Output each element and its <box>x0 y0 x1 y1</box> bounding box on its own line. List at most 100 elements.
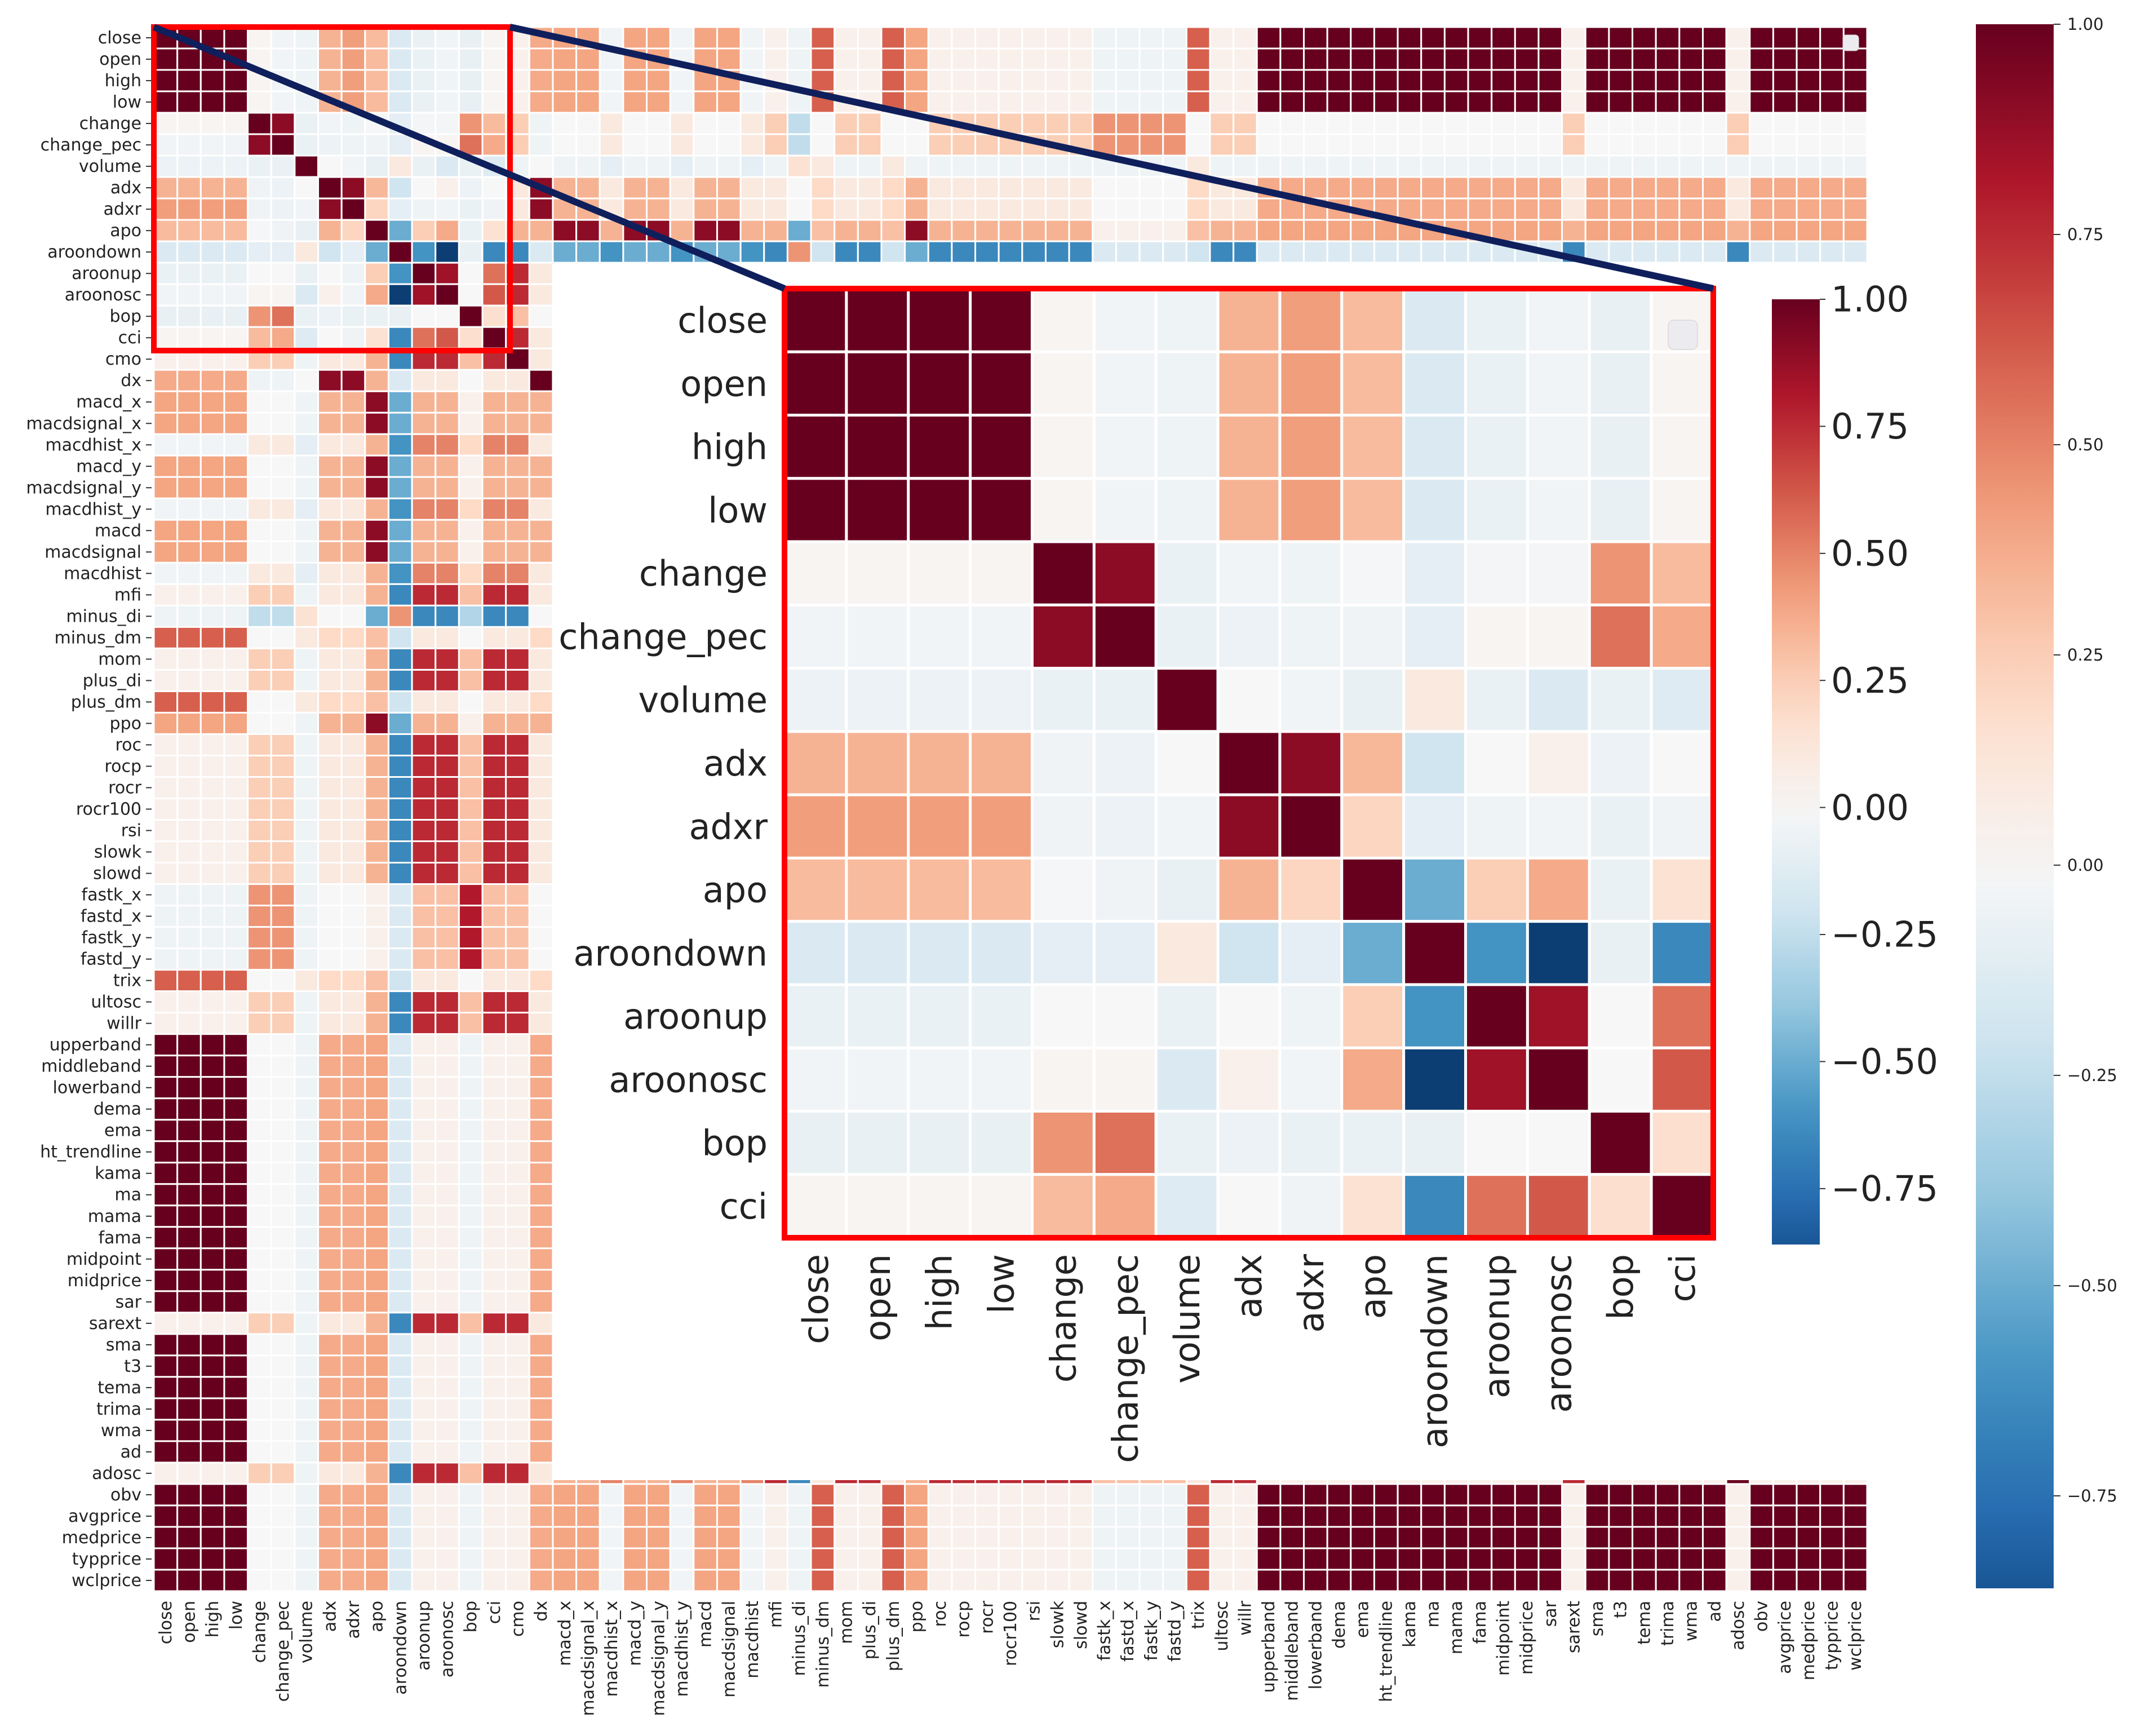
heatmap-cell <box>200 1354 225 1378</box>
heatmap-cell <box>458 283 484 307</box>
heatmap-cell <box>1842 240 1868 264</box>
heatmap-cell <box>458 497 484 521</box>
heatmap-cell <box>387 369 413 392</box>
heatmap-cell <box>528 1419 554 1442</box>
heatmap-cell <box>1772 240 1798 264</box>
heatmap-cell <box>1233 26 1258 50</box>
heatmap-cell <box>1842 154 1868 178</box>
heatmap-cell <box>411 733 437 756</box>
heatmap-cell <box>223 668 249 692</box>
heatmap-cell <box>435 1119 460 1142</box>
heatmap-cell <box>646 154 671 178</box>
heatmap-cell <box>364 1376 389 1400</box>
heatmap-cell <box>528 840 554 864</box>
heatmap-cell <box>1584 47 1610 71</box>
heatmap-cell <box>387 1226 413 1250</box>
heatmap-cell <box>200 883 225 907</box>
heatmap-cell <box>1561 26 1586 50</box>
heatmap-cell <box>247 1462 272 1485</box>
heatmap-cell <box>716 26 742 50</box>
heatmap-cell <box>1138 176 1164 200</box>
heatmap-cell <box>223 990 249 1014</box>
heatmap-cell <box>951 197 977 221</box>
heatmap-cell <box>599 112 624 135</box>
heatmap-cell <box>200 1226 225 1250</box>
heatmap-cell <box>834 47 859 71</box>
heatmap-cell <box>200 133 225 157</box>
heatmap-cell <box>317 133 343 157</box>
heatmap-cell <box>481 411 507 435</box>
heatmap-cell <box>904 90 929 114</box>
heatmap-cell <box>481 176 507 200</box>
heatmap-cell <box>1279 240 1305 264</box>
heatmap-cell <box>458 454 484 478</box>
heatmap-cell <box>364 905 389 928</box>
heatmap-cell <box>481 969 507 993</box>
heatmap-cell <box>435 1140 460 1164</box>
heatmap-cell <box>951 90 977 114</box>
heatmap-cell <box>528 1119 554 1142</box>
heatmap-cell <box>458 1462 484 1485</box>
heatmap-cell <box>693 176 718 200</box>
heatmap-cell <box>340 219 366 242</box>
heatmap-cell <box>364 1055 389 1078</box>
heatmap-cell <box>1608 69 1634 92</box>
heatmap-cell <box>153 733 179 756</box>
heatmap-cell <box>247 647 272 671</box>
heatmap-cell <box>247 219 272 242</box>
heatmap-cell <box>552 133 578 157</box>
heatmap-cell <box>270 197 296 221</box>
heatmap-cell <box>411 1204 437 1228</box>
heatmap-cell <box>1584 219 1610 242</box>
heatmap-cell <box>294 390 320 414</box>
heatmap-cell <box>270 583 296 606</box>
heatmap-cell <box>317 1290 343 1314</box>
heatmap-cell <box>505 604 530 628</box>
heatmap-cell <box>223 154 249 178</box>
heatmap-cell <box>1584 176 1610 200</box>
heatmap-cell <box>1725 197 1751 221</box>
heatmap-cell <box>364 862 389 885</box>
heatmap-cell <box>528 1462 554 1485</box>
heatmap-cell <box>904 240 929 264</box>
heatmap-cell <box>270 1376 296 1400</box>
heatmap-cell <box>1115 133 1141 157</box>
heatmap-cell <box>364 176 389 200</box>
heatmap-cell <box>857 112 883 135</box>
heatmap-cell <box>317 1376 343 1400</box>
heatmap-cell <box>176 1462 202 1485</box>
heatmap-cell <box>364 326 389 349</box>
heatmap-cell <box>317 604 343 628</box>
heatmap-cell <box>1233 90 1258 114</box>
heatmap-cell <box>387 133 413 157</box>
heatmap-cell <box>528 1440 554 1464</box>
heatmap-cell <box>458 1204 484 1228</box>
heatmap-cell <box>270 1462 296 1485</box>
heatmap-cell <box>1115 112 1141 135</box>
heatmap-cell <box>317 1354 343 1378</box>
heatmap-cell <box>1068 112 1094 135</box>
heatmap-cell <box>317 690 343 714</box>
heatmap-cell <box>669 112 695 135</box>
heatmap-cell <box>1584 26 1610 50</box>
heatmap-cell <box>411 540 437 564</box>
heatmap-cell <box>317 1440 343 1464</box>
heatmap-cell <box>481 776 507 799</box>
heatmap-cell <box>951 176 977 200</box>
heatmap-cell <box>270 497 296 521</box>
heatmap-cell <box>294 326 320 349</box>
heatmap-cell <box>904 197 929 221</box>
heatmap-cell <box>153 1247 179 1271</box>
heatmap-cell <box>317 1012 343 1035</box>
heatmap-cell <box>458 583 484 606</box>
heatmap-cell <box>1350 112 1375 135</box>
heatmap-cell <box>1678 90 1704 114</box>
heatmap-cell <box>458 26 484 50</box>
heatmap-cell <box>1185 240 1211 264</box>
heatmap-cell <box>387 1097 413 1121</box>
heatmap-cell <box>247 1226 272 1250</box>
heatmap-cell <box>176 905 202 928</box>
heatmap-cell <box>739 47 765 71</box>
heatmap-cell <box>340 326 366 349</box>
